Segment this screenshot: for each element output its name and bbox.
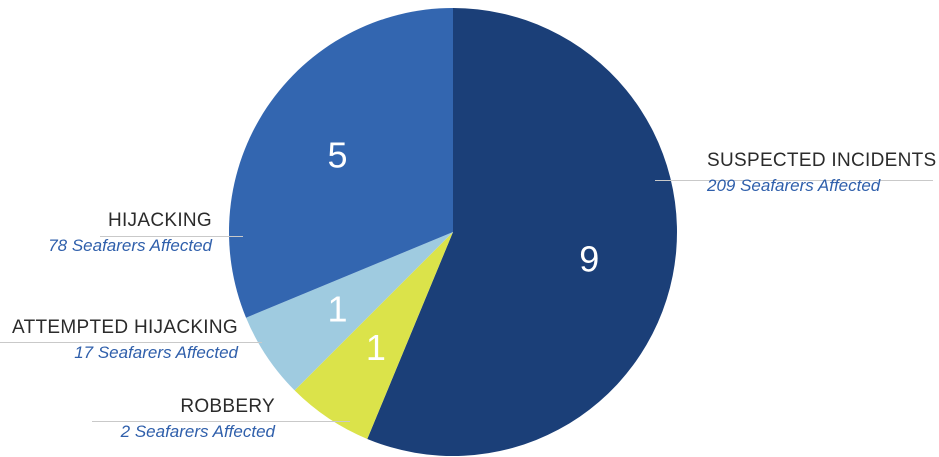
label-suspected-incidents: SUSPECTED INCIDENTS 209 Seafarers Affect… xyxy=(707,150,937,196)
label-attempted-hijacking: ATTEMPTED HIJACKING 17 Seafarers Affecte… xyxy=(12,317,238,363)
value-robbery: 1 xyxy=(366,327,386,368)
slice-attempted-hijacking xyxy=(246,232,453,391)
slice-suspected-incidents xyxy=(367,8,677,456)
label-title: ROBBERY xyxy=(180,396,275,417)
label-sublabel: 17 Seafarers Affected xyxy=(74,343,238,362)
leader-line-attempted-hijacking xyxy=(0,342,262,343)
slice-hijacking xyxy=(228,8,453,318)
slice-robbery xyxy=(294,232,453,439)
leader-line-hijacking xyxy=(100,236,243,237)
leader-line-robbery xyxy=(92,421,350,422)
label-sublabel: 2 Seafarers Affected xyxy=(120,422,275,441)
label-hijacking: HIJACKING 78 Seafarers Affected xyxy=(48,210,212,256)
leader-line-suspected xyxy=(655,180,933,181)
label-sublabel: 78 Seafarers Affected xyxy=(48,236,212,255)
label-sublabel: 209 Seafarers Affected xyxy=(707,176,881,195)
label-title: HIJACKING xyxy=(107,210,212,231)
value-attempted-hijacking: 1 xyxy=(328,289,348,330)
value-suspected-incidents: 9 xyxy=(579,239,599,280)
label-title: SUSPECTED INCIDENTS xyxy=(707,150,937,171)
label-robbery: ROBBERY 2 Seafarers Affected xyxy=(121,396,275,442)
value-hijacking: 5 xyxy=(328,134,348,175)
label-title: ATTEMPTED HIJACKING xyxy=(12,317,238,338)
